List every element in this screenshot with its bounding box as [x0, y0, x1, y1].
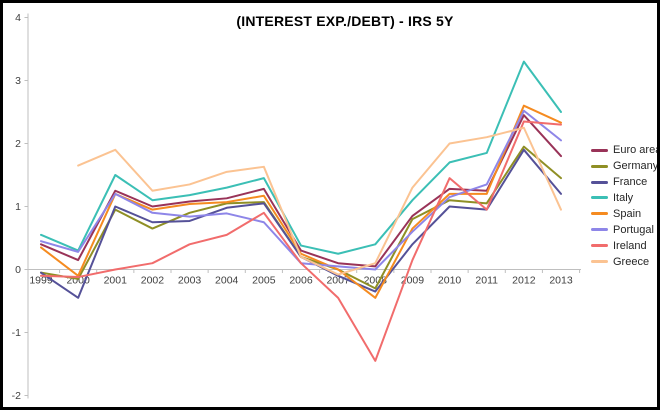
legend-color-swatch — [591, 164, 608, 168]
legend-color-swatch — [591, 228, 608, 232]
chart-legend: Euro area Germany France Italy Spain Portugal… — [591, 144, 660, 271]
legend-item-portugal: Portugal — [591, 223, 657, 236]
legend-color-swatch — [591, 212, 608, 216]
chart-title: (INTEREST EXP./DEBT) - IRS 5Y — [236, 13, 454, 29]
legend-item-euro-area: Euro area — [591, 144, 660, 157]
legend-color-swatch — [591, 180, 608, 184]
x-tick-label: 2013 — [549, 275, 573, 287]
legend-label: Portugal — [613, 223, 654, 236]
y-tick-label: 0 — [15, 264, 21, 276]
legend-item-ireland: Ireland — [591, 239, 657, 252]
legend-item-germany: Germany — [591, 160, 659, 173]
legend-item-greece: Greece — [591, 255, 657, 268]
y-tick-label: 1 — [15, 201, 21, 213]
x-tick-label: 2005 — [252, 275, 276, 287]
legend-color-swatch — [591, 196, 608, 200]
x-tick-label: 2001 — [104, 275, 128, 287]
x-tick-label: 2004 — [215, 275, 239, 287]
legend-label: Greece — [613, 255, 650, 268]
x-tick-label: 2002 — [141, 275, 165, 287]
legend-label: Euro area — [613, 144, 660, 157]
x-tick-label: 2003 — [178, 275, 202, 287]
y-tick-label: 3 — [15, 75, 21, 87]
y-tick-label: 2 — [15, 138, 21, 150]
y-tick-label: -1 — [12, 327, 21, 339]
y-tick-label: 4 — [15, 12, 21, 24]
legend-item-france: France — [591, 176, 657, 189]
series-line-germany — [40, 145, 562, 290]
series-line-ireland — [40, 120, 562, 362]
legend-label: Italy — [613, 191, 634, 204]
legend-label: Spain — [613, 207, 642, 220]
legend-label: Germany — [613, 160, 659, 173]
x-tick-label: 2011 — [475, 275, 498, 287]
x-tick-label: 2006 — [289, 275, 313, 287]
legend-item-spain: Spain — [591, 207, 657, 221]
legend-item-italy: Italy — [591, 191, 657, 205]
series-line-italy — [40, 60, 562, 255]
legend-color-swatch — [591, 244, 608, 248]
legend-label: France — [613, 176, 648, 189]
y-tick-label: -2 — [12, 390, 21, 402]
x-tick-label: 2010 — [438, 275, 462, 287]
legend-color-swatch — [591, 260, 608, 264]
legend-label: Ireland — [613, 239, 647, 252]
legend-color-swatch — [591, 148, 608, 152]
x-tick-label: 2012 — [512, 275, 536, 287]
series-line-greece — [77, 126, 562, 276]
series-line-euro-area — [40, 114, 562, 268]
